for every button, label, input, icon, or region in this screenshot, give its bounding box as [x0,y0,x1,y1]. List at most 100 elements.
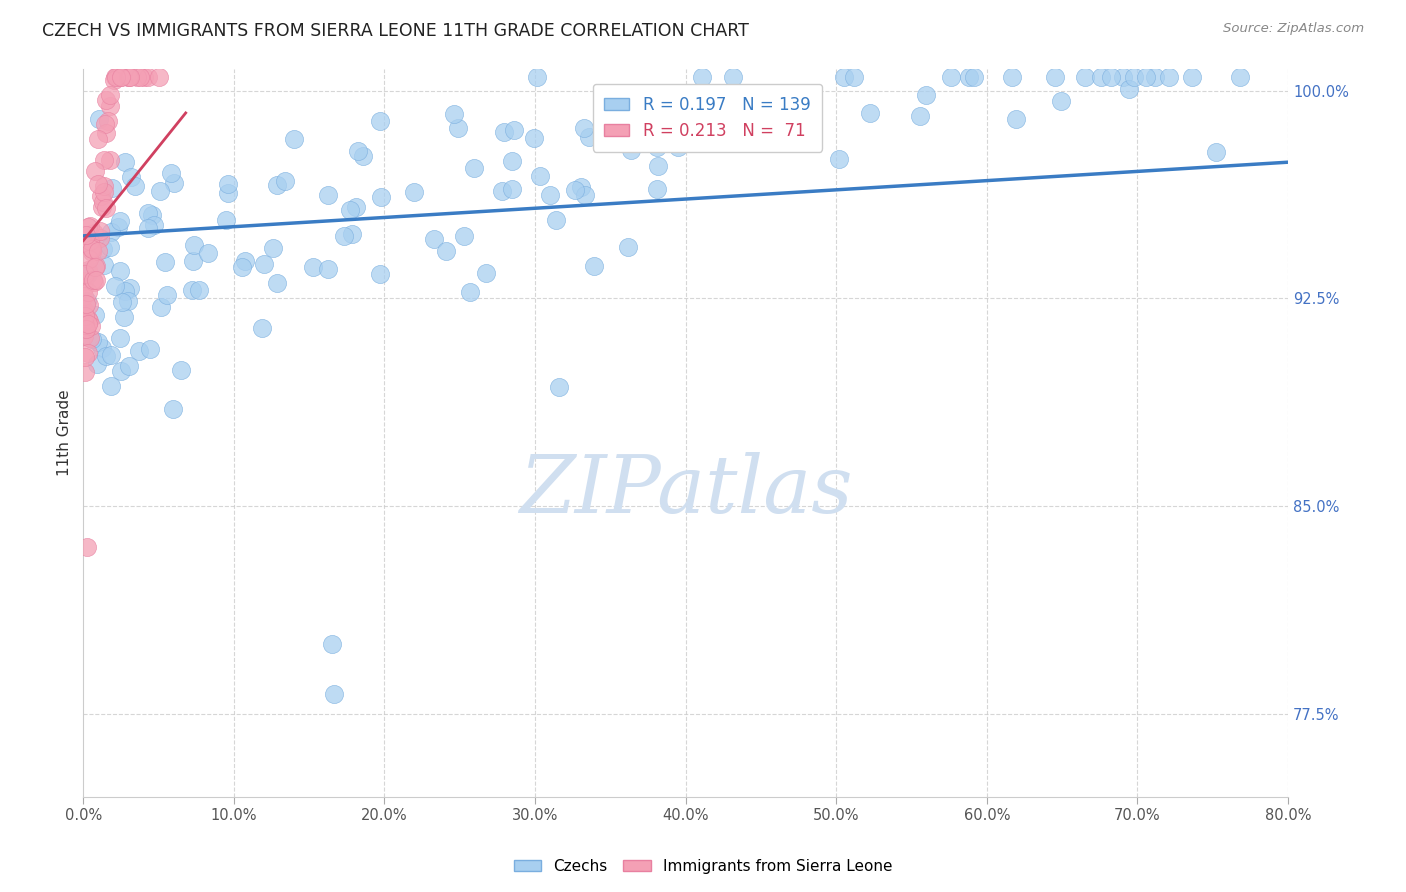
Point [368,113,391,128]
Point [118,359,141,373]
Point [1111,70,1133,84]
Point [616,240,638,254]
Point [423,231,446,245]
Point [475,266,498,280]
Point [127,70,149,84]
Point [690,70,713,84]
Point [91,194,114,209]
Point [188,283,211,297]
Point [136,70,159,84]
Point [501,182,523,196]
Point [148,70,170,84]
Point [163,177,186,191]
Point [339,202,361,217]
Point [582,259,605,273]
Point [266,276,288,290]
Text: CZECH VS IMMIGRANTS FROM SIERRA LEONE 11TH GRADE CORRELATION CHART: CZECH VS IMMIGRANTS FROM SIERRA LEONE 11… [42,22,749,40]
Point [73,328,96,343]
Point [526,70,548,84]
Point [647,160,669,174]
Point [340,227,363,242]
Point [318,187,340,202]
Point [1000,70,1022,84]
Point [77,297,100,311]
Point [217,186,239,200]
Point [97,114,120,128]
Point [215,212,238,227]
Legend: R = 0.197   N = 139, R = 0.213   N =  71: R = 0.197 N = 139, R = 0.213 N = 71 [592,84,823,152]
Point [574,187,596,202]
Text: ZIPatlas: ZIPatlas [519,452,852,530]
Point [87,244,110,258]
Point [117,294,139,309]
Point [1181,70,1204,85]
Point [104,70,127,84]
Point [77,346,100,360]
Point [93,185,115,199]
Point [84,260,107,275]
Point [1123,70,1146,84]
Point [844,70,866,84]
Point [136,206,159,220]
Point [1118,82,1140,96]
Point [666,140,689,154]
Point [73,318,96,332]
Point [108,331,131,345]
Point [89,231,111,245]
Point [82,273,104,287]
Point [114,154,136,169]
Point [370,190,392,204]
Point [572,120,595,135]
Point [114,284,136,298]
Point [908,109,931,123]
Point [318,262,340,277]
Point [370,267,392,281]
Point [87,177,110,191]
Point [77,219,100,234]
Point [832,70,855,84]
Point [162,402,184,417]
Point [84,259,107,273]
Point [90,189,112,203]
Point [77,252,100,266]
Point [110,214,132,228]
Point [93,178,115,193]
Point [73,314,96,328]
Point [79,234,101,248]
Point [492,125,515,139]
Point [233,254,256,268]
Point [117,70,139,84]
Point [491,184,513,198]
Point [544,213,567,227]
Point [91,342,114,356]
Point [323,687,346,701]
Point [73,318,96,332]
Point [91,243,114,257]
Point [149,184,172,198]
Point [105,70,128,84]
Point [83,226,105,240]
Point [111,294,134,309]
Point [460,285,482,299]
Point [124,179,146,194]
Point [87,112,110,126]
Point [100,153,122,168]
Point [136,220,159,235]
Point [128,344,150,359]
Point [183,237,205,252]
Point [1157,70,1180,84]
Point [963,70,986,84]
Point [453,229,475,244]
Point [79,219,101,234]
Point [84,164,107,178]
Point [128,70,150,84]
Point [915,88,938,103]
Point [564,183,586,197]
Point [197,245,219,260]
Point [80,244,103,259]
Point [443,106,465,120]
Point [1050,94,1073,108]
Point [503,123,526,137]
Point [1099,70,1122,84]
Point [333,228,356,243]
